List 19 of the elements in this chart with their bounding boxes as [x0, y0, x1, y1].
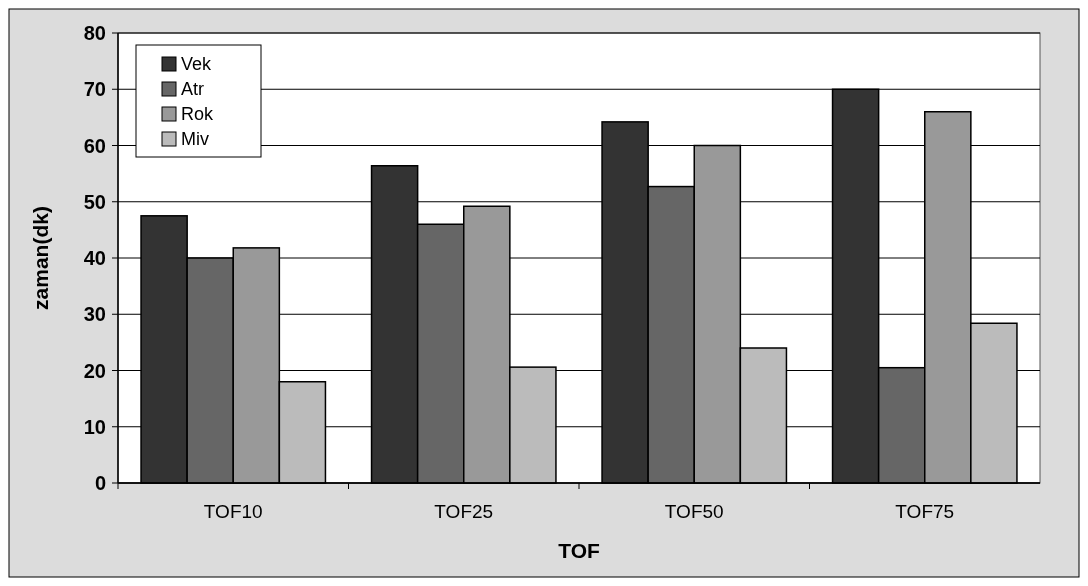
y-tick-label: 60 — [83, 134, 106, 157]
y-tick-label: 30 — [83, 303, 106, 326]
x-tick-label: TOF25 — [434, 501, 494, 522]
y-tick-label: 10 — [83, 415, 106, 438]
x-tick-label: TOF50 — [664, 501, 724, 522]
y-tick-label: 20 — [83, 359, 106, 382]
y-tick-label: 70 — [83, 78, 106, 101]
y-tick-label: 80 — [83, 22, 106, 44]
x-axis-title: TOF — [558, 539, 600, 562]
x-tick-label: TOF75 — [895, 501, 955, 522]
y-tick-label: 40 — [83, 247, 106, 269]
y-axis-title: zaman(dk) — [29, 206, 52, 310]
legend-label: Miv — [181, 129, 209, 150]
y-tick-label: 50 — [83, 190, 106, 213]
y-tick-label: 0 — [94, 472, 106, 494]
x-tick-label: TOF10 — [203, 501, 263, 522]
legend-label: Rok — [181, 104, 215, 125]
legend-label: Vek — [181, 54, 213, 75]
legend-label: Atr — [181, 79, 205, 100]
